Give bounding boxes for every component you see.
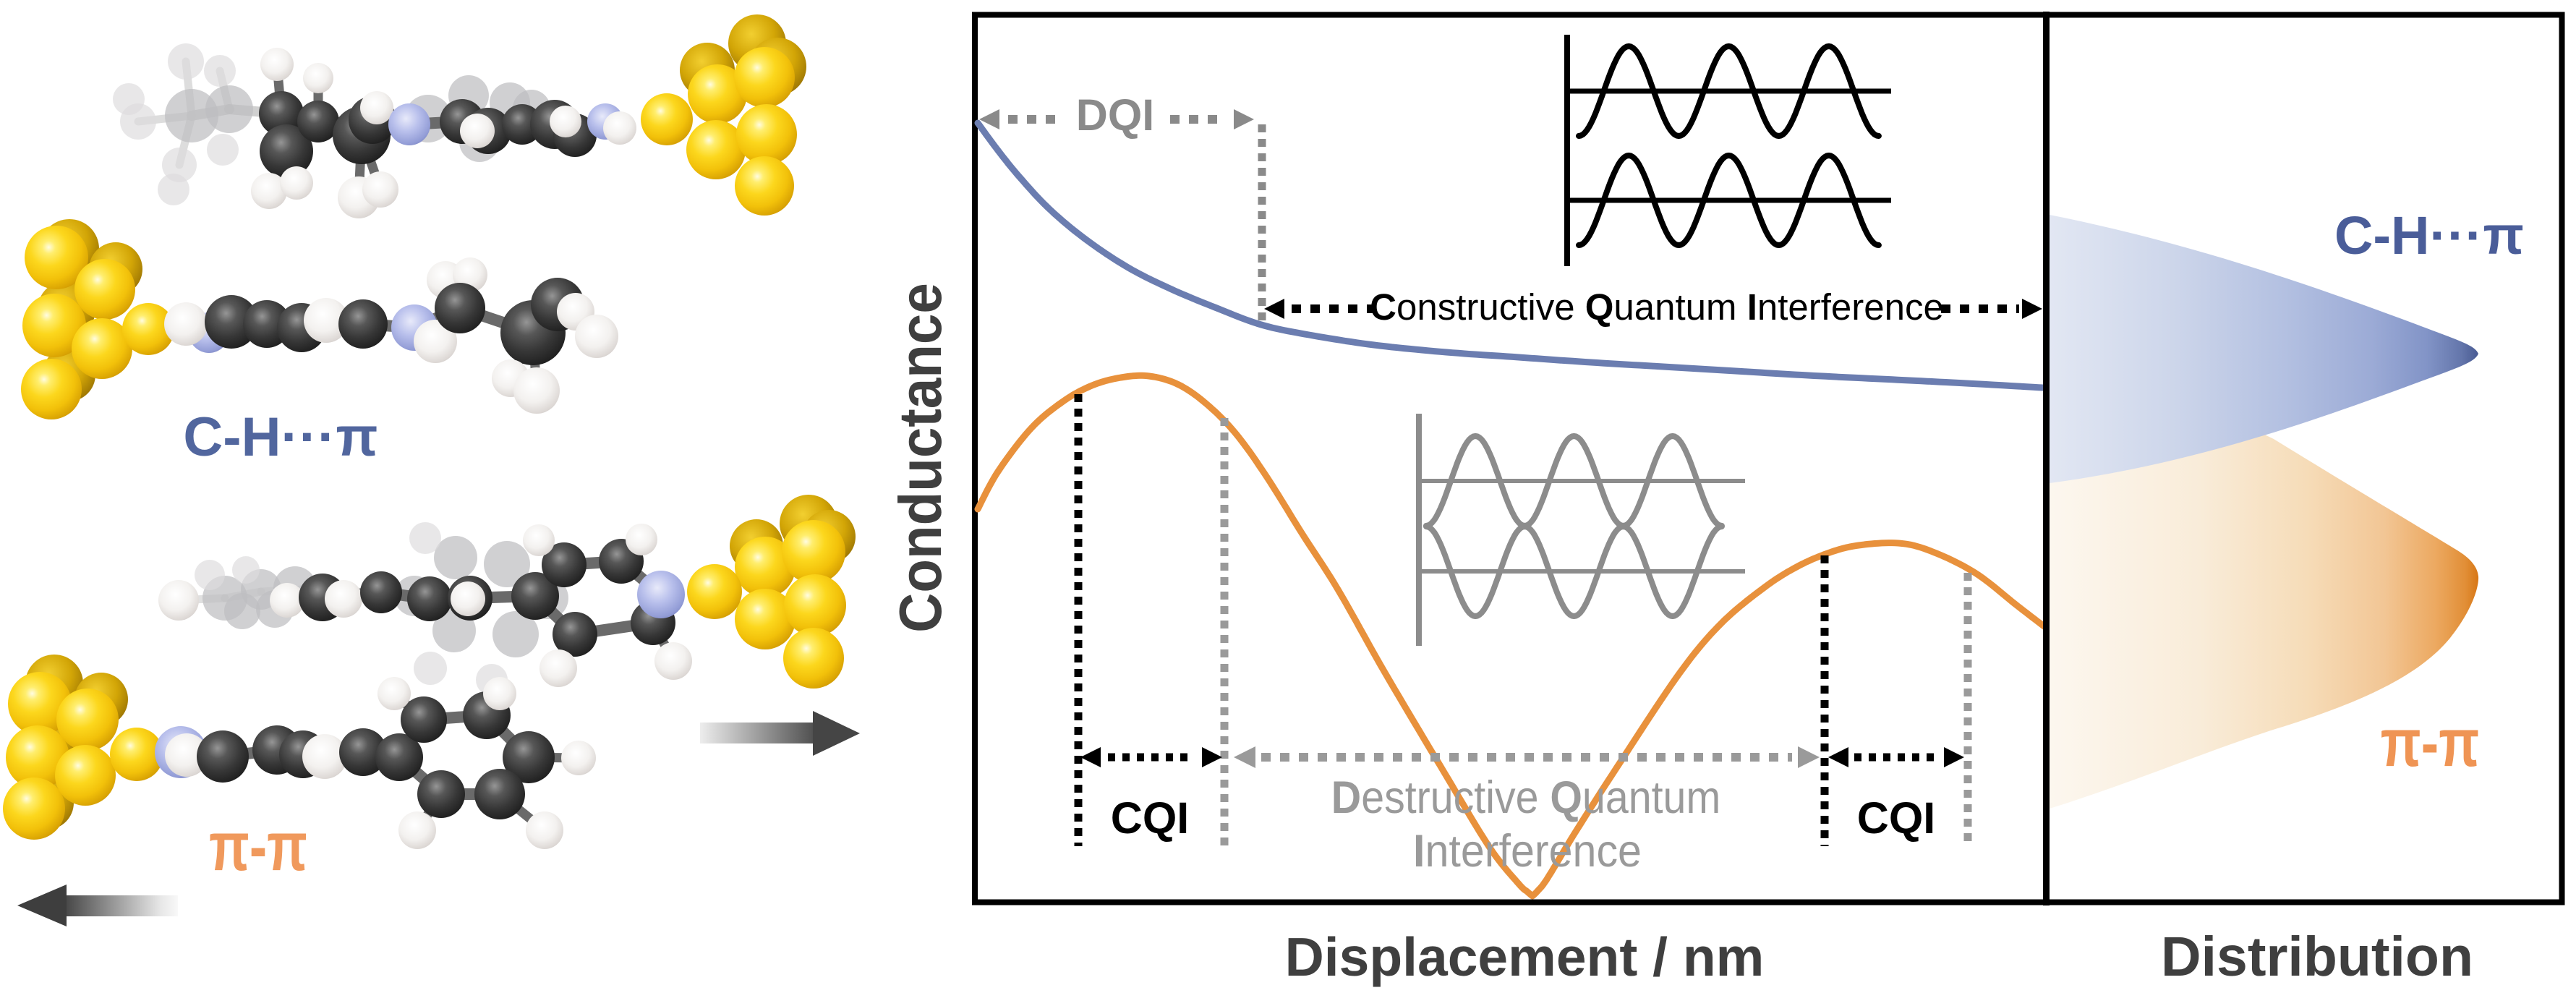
svg-text:Constructive Quantum Interfere: Constructive Quantum Interference: [1370, 286, 1944, 328]
svg-text:C-H···π: C-H···π: [2334, 205, 2524, 265]
svg-text:Displacement / nm: Displacement / nm: [1285, 926, 1765, 987]
svg-text:DQI: DQI: [1076, 90, 1154, 140]
svg-text:CQI: CQI: [1857, 793, 1935, 843]
svg-text:π-π: π-π: [2381, 704, 2480, 780]
svg-text:Interference: Interference: [1413, 825, 1642, 876]
svg-text:π-π: π-π: [209, 808, 307, 885]
svg-text:Distribution: Distribution: [2161, 926, 2473, 988]
svg-text:Destructive Quantum: Destructive Quantum: [1331, 771, 1720, 822]
svg-text:C-H···π: C-H···π: [183, 406, 378, 468]
svg-text:Conductance: Conductance: [887, 283, 954, 633]
svg-text:CQI: CQI: [1111, 793, 1189, 843]
